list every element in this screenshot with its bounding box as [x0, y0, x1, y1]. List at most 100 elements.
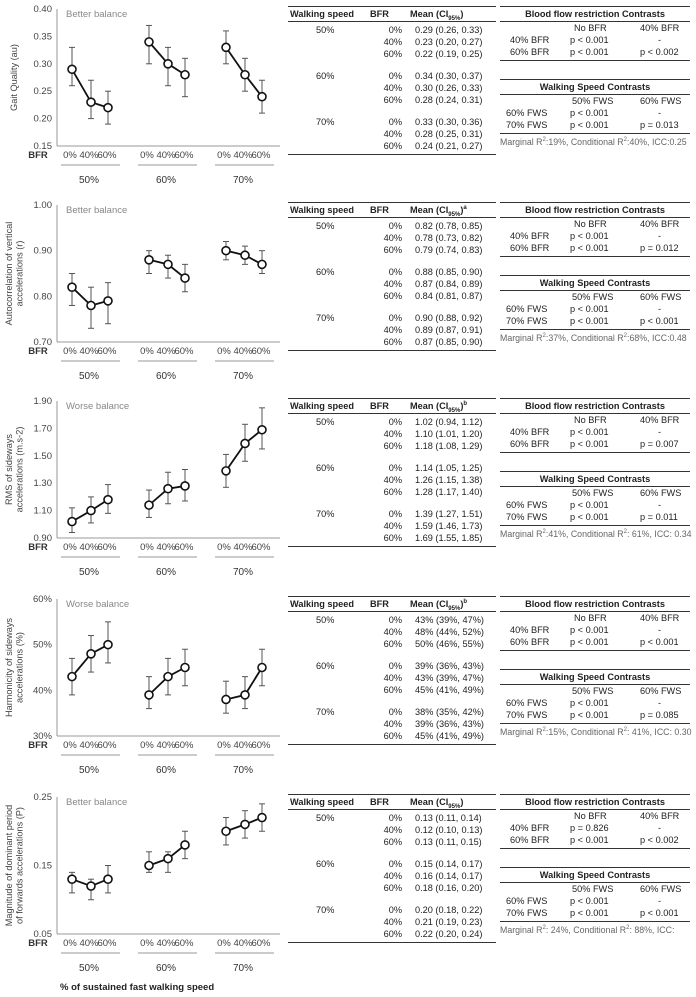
y-tick-label: 0.70: [34, 337, 53, 348]
series-line: [225, 429, 263, 472]
contrast-rule: [500, 525, 690, 526]
speed-group-label: 60%: [156, 765, 176, 776]
data-point: [86, 300, 96, 311]
contrast-row: 60% BFR p < 0.001 p < 0.002: [500, 835, 690, 847]
contrast-p-value: p < 0.001: [640, 908, 679, 918]
r2-superscript: 2: [542, 925, 546, 932]
table-mean-cell: 0.13 (0.11, 0.15): [415, 837, 482, 847]
data-point: [180, 840, 190, 850]
contrast-col-header: 60% FWS: [640, 686, 682, 696]
header-bfr: BFR: [370, 205, 389, 215]
table-mean-cell: 0.22 (0.19, 0.25): [415, 49, 483, 59]
r2-superscript: 2: [542, 137, 546, 144]
data-point: [257, 91, 267, 102]
table-bfr-cell: 40%: [383, 475, 402, 485]
speed-group-label: 60%: [156, 567, 176, 578]
table-bfr-cell: 0%: [388, 71, 402, 81]
data-point: [144, 500, 154, 510]
table-mean-cell: 0.89 (0.87, 0.91): [415, 325, 483, 335]
y-axis-label: Harmonicity of sidewaysaccelerations (%): [4, 618, 25, 717]
bfr-axis-label: BFR: [28, 740, 48, 751]
bfr-tick-label: 40%: [79, 740, 99, 751]
table-bfr-cell: 40%: [383, 673, 402, 683]
means-table-header: Walking speed BFR Mean (CI95%)a: [288, 202, 496, 218]
y-tick-label: 0.25: [34, 792, 53, 803]
table-mean-cell: 0.23 (0.20, 0.27): [415, 37, 483, 47]
y-tick-label: 0.15: [34, 861, 53, 872]
bfr-axis-label: BFR: [28, 938, 48, 949]
contrast-rule: [500, 921, 690, 922]
data-point: [163, 671, 173, 682]
table-row: 40% 43% (39%, 47%): [288, 673, 496, 685]
bfr-tick-label: 60%: [174, 938, 194, 949]
contrast-row-label: 40% BFR: [510, 427, 550, 437]
speed-group-label: 50%: [79, 963, 99, 974]
chart: Harmonicity of sidewaysaccelerations (%)…: [4, 594, 280, 776]
r2-superscript: 2: [542, 529, 546, 536]
y-tick-label: 0.05: [34, 929, 53, 940]
table-mean-cell: 0.33 (0.30, 0.36): [415, 117, 483, 127]
table-speed-cell: 50%: [316, 25, 335, 35]
table-row: 70% 0% 1.39 (1.27, 1.51): [288, 509, 496, 521]
contrast-row-label: 60% BFR: [510, 439, 550, 449]
y-tick-label: 50%: [33, 640, 53, 651]
table-row: 60% 0.87 (0.85, 0.90): [288, 337, 496, 349]
table-speed-cell: 50%: [316, 417, 335, 427]
y-axis-label-line: accelerations (m.s-2): [15, 427, 25, 513]
data-point: [67, 64, 77, 75]
contrast-p-value: p < 0.001: [570, 231, 609, 241]
table-row: 60% 0% 1.14 (1.05, 1.25): [288, 463, 496, 475]
bfr-tick-label: 40%: [156, 150, 176, 161]
table-bfr-cell: 60%: [383, 685, 402, 695]
bfr-axis-label: BFR: [28, 346, 48, 357]
contrast-row-label: 70% FWS: [506, 908, 548, 918]
bfr-tick-label: 40%: [79, 346, 99, 357]
table-bfr-cell: 40%: [383, 871, 402, 881]
speed-contrasts-title: Walking Speed Contrasts: [500, 275, 690, 291]
y-axis-label-line: accelerations (r): [15, 241, 25, 307]
table-mean-cell: 0.29 (0.26, 0.33): [415, 25, 483, 35]
contrast-p-value: -: [658, 35, 662, 45]
contrast-row: 60% BFR p < 0.001 p < 0.002: [500, 47, 690, 59]
footnote-mark: b: [463, 401, 468, 407]
table-row: 40% 48% (44%, 52%): [288, 627, 496, 639]
table-row: 40% 1.59 (1.46, 1.73): [288, 521, 496, 533]
data-point: [103, 639, 113, 650]
data-point: [163, 259, 173, 270]
data-point: [103, 874, 113, 884]
contrast-row-label: 40% BFR: [510, 35, 550, 45]
contrast-row: 60% FWS p < 0.001 -: [500, 304, 690, 316]
bfr-tick-label: 60%: [174, 542, 194, 553]
table-bfr-cell: 0%: [388, 615, 402, 625]
contrast-p-value: p < 0.001: [570, 316, 609, 326]
contrast-col-header: No BFR: [574, 415, 607, 425]
table-bfr-cell: 0%: [388, 313, 402, 323]
table-row: 60% 0.24 (0.21, 0.27): [288, 141, 496, 153]
y-tick-label: 0.90: [34, 246, 53, 257]
contrast-p-value: p < 0.002: [640, 47, 679, 57]
y-axis-label-line: Harmonicity of sideways: [4, 618, 14, 717]
y-axis-label: RMS of sidewaysaccelerations (m.s-2): [4, 427, 25, 513]
contrast-header-row: No BFR 40% BFR: [500, 23, 690, 35]
table-bfr-cell: 0%: [388, 25, 402, 35]
table-bfr-cell: 0%: [388, 117, 402, 127]
table-bfr-cell: 40%: [383, 129, 402, 139]
data-point: [163, 853, 173, 864]
contrast-row-label: 70% FWS: [506, 710, 548, 720]
r2-superscript: 2: [623, 727, 627, 734]
data-point: [257, 424, 267, 435]
table-row: 60% 0.84 (0.81, 0.87): [288, 291, 496, 303]
bfr-tick-label: 60%: [97, 346, 117, 357]
data-point: [180, 273, 190, 283]
contrast-row: 40% BFR p < 0.001 -: [500, 231, 690, 243]
table-bfr-cell: 60%: [383, 487, 402, 497]
table-row: 60% 0% 0.34 (0.30, 0.37): [288, 71, 496, 83]
contrast-rule: [500, 133, 690, 134]
contrast-p-value: p < 0.001: [570, 243, 609, 253]
model-fit-note: Marginal R2:37%, Conditional R2:68%, ICC…: [500, 333, 687, 343]
table-row: 50% 0% 0.82 (0.78, 0.85): [288, 221, 496, 233]
table-bfr-cell: 60%: [383, 141, 402, 151]
table-bfr-cell: 60%: [383, 95, 402, 105]
chart: RMS of sidewaysaccelerations (m.s-2) 1.90…: [4, 396, 280, 578]
y-tick-label: 60%: [33, 594, 53, 605]
